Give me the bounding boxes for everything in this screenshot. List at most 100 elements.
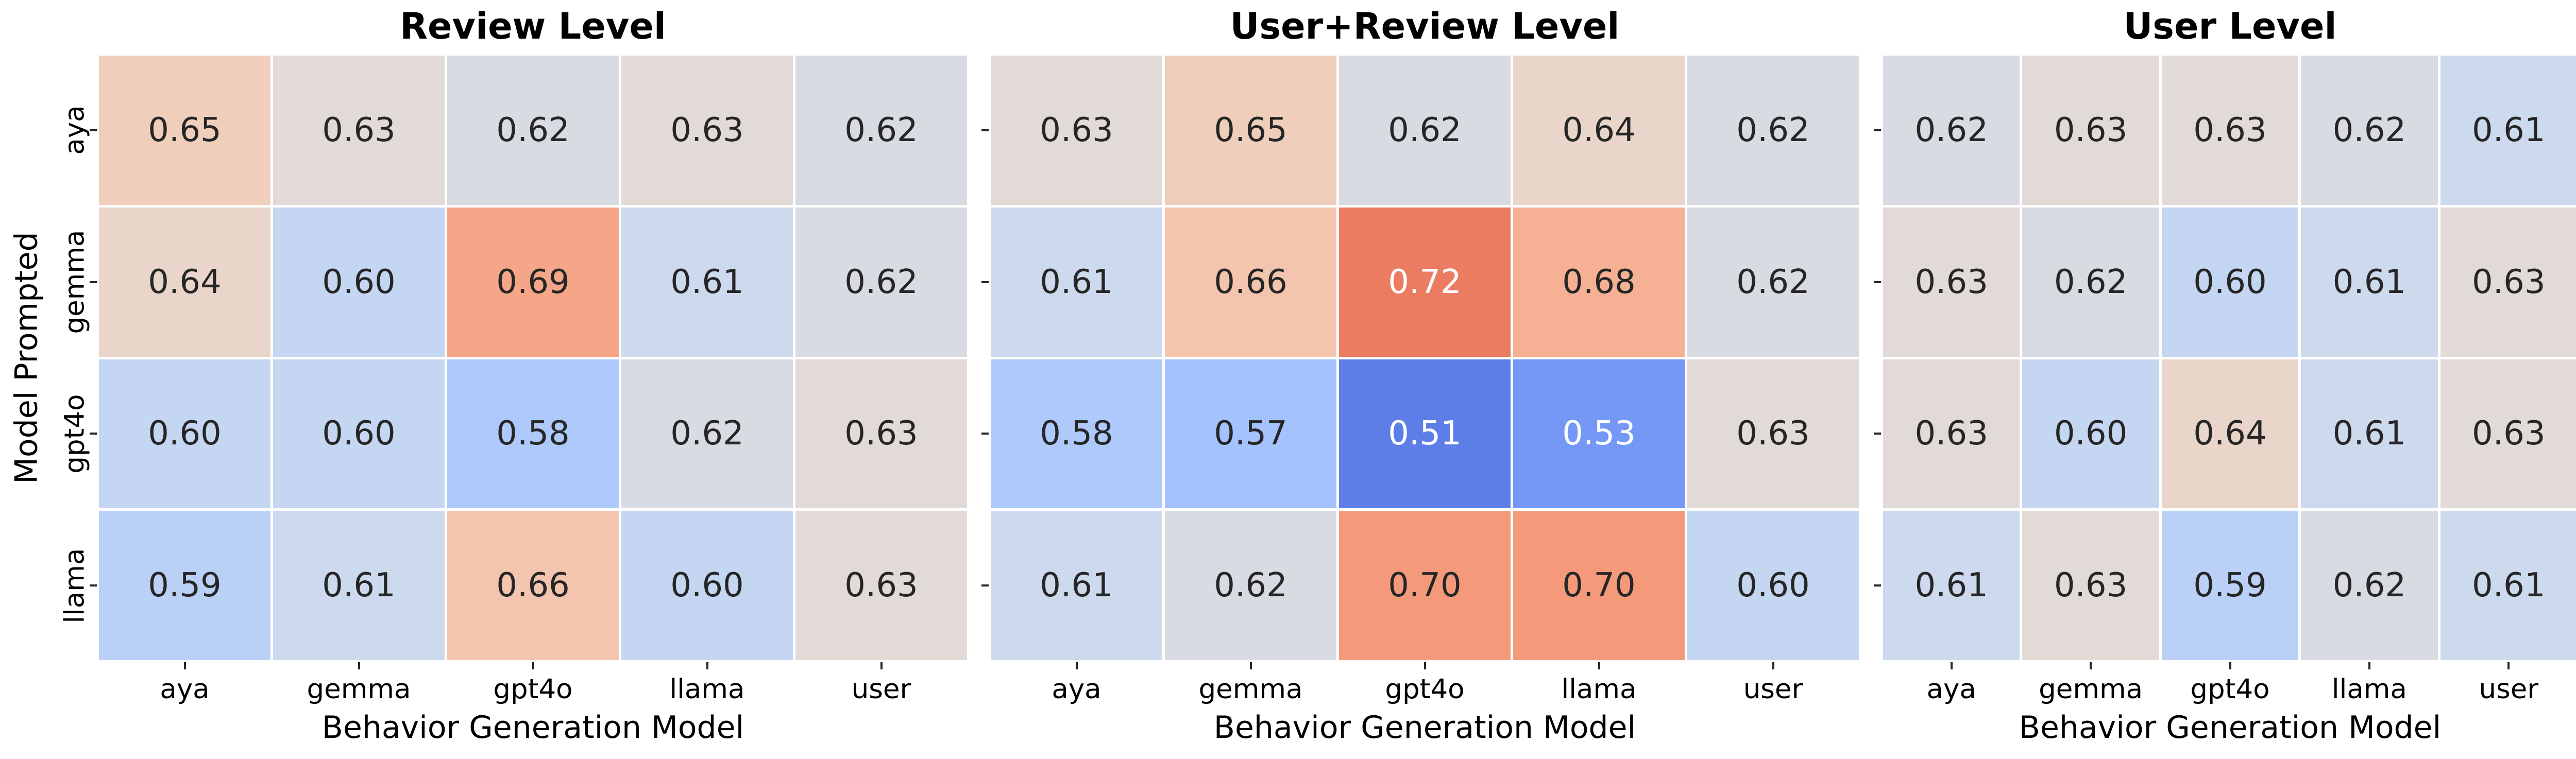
x-tick-label: gemma (1198, 674, 1303, 705)
x-tick-mark (358, 662, 360, 669)
x-tick-mark (2368, 662, 2370, 669)
heatmap-cell: 0.61 (1883, 511, 2020, 660)
heatmap-cell: 0.70 (1513, 511, 1685, 660)
y-tick-mark (90, 129, 97, 131)
heatmap-cell: 0.62 (2022, 207, 2159, 357)
heatmap-cell: 0.63 (1883, 207, 2020, 357)
heatmap-cell: 0.61 (2440, 56, 2576, 205)
y-tick-mark (90, 433, 97, 435)
heatmap-cell: 0.60 (2022, 359, 2159, 509)
heatmap-cell: 0.63 (2440, 207, 2576, 357)
x-axis-label-user-level: Behavior Generation Model (2019, 710, 2442, 746)
x-tick-mark (1249, 662, 1252, 669)
x-tick-mark (183, 662, 186, 669)
heatmap-cell: 0.63 (2022, 56, 2159, 205)
heatmap-cell: 0.59 (99, 511, 270, 660)
heatmap-cell: 0.72 (1339, 207, 1511, 357)
heatmap-cell: 0.60 (2161, 207, 2299, 357)
heatmap-cell: 0.66 (1165, 207, 1336, 357)
heatmap-cell: 0.65 (1165, 56, 1336, 205)
heatmap-cell: 0.62 (795, 207, 967, 357)
x-tick-label: llama (1561, 674, 1637, 705)
heatmap-cell: 0.62 (621, 359, 793, 509)
heatmap-cell: 0.60 (273, 359, 445, 509)
heatmap-cell: 0.62 (447, 56, 619, 205)
heatmap-cell: 0.68 (1513, 207, 1685, 357)
x-tick-mark (1950, 662, 1953, 669)
heatmap-cell: 0.63 (2022, 511, 2159, 660)
y-tick-mark (981, 433, 989, 435)
x-axis-label-user-review-level: Behavior Generation Model (1213, 710, 1636, 746)
heatmap-cell: 0.63 (1687, 359, 1859, 509)
heatmap-cell: 0.62 (2301, 511, 2438, 660)
x-tick-mark (2090, 662, 2092, 669)
y-tick-mark (1874, 281, 1881, 283)
heatmap-cell: 0.60 (99, 359, 270, 509)
chart-title-user-review-level: User+Review Level (1230, 5, 1620, 47)
x-tick-label: aya (160, 674, 210, 705)
x-tick-label: gemma (307, 674, 411, 705)
x-tick-mark (1423, 662, 1426, 669)
x-tick-mark (1598, 662, 1600, 669)
y-tick-label: gpt4o (59, 394, 91, 474)
heatmap-cell: 0.61 (2301, 207, 2438, 357)
heatmap-cell: 0.63 (1883, 359, 2020, 509)
x-tick-label: gemma (2039, 674, 2143, 705)
heatmap-cell: 0.69 (447, 207, 619, 357)
chart-title-review-level: Review Level (400, 5, 666, 47)
heatmap-cell: 0.57 (1165, 359, 1336, 509)
y-tick-mark (90, 281, 97, 283)
heatmap-cell: 0.51 (1339, 359, 1511, 509)
x-tick-mark (2507, 662, 2510, 669)
heatmap-cell: 0.60 (621, 511, 793, 660)
heatmap-cell: 0.63 (621, 56, 793, 205)
x-tick-mark (706, 662, 708, 669)
heatmap-cell: 0.64 (2161, 359, 2299, 509)
heatmap-cell: 0.63 (2161, 56, 2299, 205)
heatmap-cell: 0.65 (99, 56, 270, 205)
y-tick-label: llama (59, 548, 91, 624)
heatmap-cell: 0.58 (991, 359, 1162, 509)
x-tick-mark (1075, 662, 1078, 669)
heatmap-cell: 0.62 (795, 56, 967, 205)
heatmap-cell: 0.61 (621, 207, 793, 357)
heatmap-cell: 0.63 (795, 359, 967, 509)
x-tick-label: gpt4o (1385, 674, 1465, 705)
heatmap-cell: 0.66 (447, 511, 619, 660)
x-tick-mark (532, 662, 534, 669)
heatmap-cell: 0.61 (2301, 359, 2438, 509)
heatmap-cell: 0.61 (273, 511, 445, 660)
heatmap-cell: 0.63 (273, 56, 445, 205)
x-tick-label: aya (1926, 674, 1976, 705)
heatmap-cell: 0.58 (447, 359, 619, 509)
x-tick-label: gpt4o (2190, 674, 2270, 705)
x-tick-label: aya (1052, 674, 1101, 705)
y-tick-mark (1874, 584, 1881, 587)
heatmap-cell: 0.62 (1687, 207, 1859, 357)
x-axis-label-review-level: Behavior Generation Model (321, 710, 744, 746)
x-tick-label: gpt4o (493, 674, 573, 705)
heatmap-cell: 0.63 (991, 56, 1162, 205)
heatmap-cell: 0.70 (1339, 511, 1511, 660)
heatmap-cell: 0.63 (2440, 359, 2576, 509)
y-axis-label: Model Prompted (9, 232, 45, 484)
x-tick-label: user (851, 674, 911, 705)
heatmap-cell: 0.62 (2301, 56, 2438, 205)
y-tick-mark (981, 281, 989, 283)
heatmap-cell: 0.53 (1513, 359, 1685, 509)
heatmap-cell: 0.61 (2440, 511, 2576, 660)
x-tick-mark (880, 662, 883, 669)
heatmap-cell: 0.64 (1513, 56, 1685, 205)
heatmap-cell: 0.62 (1165, 511, 1336, 660)
y-tick-mark (981, 129, 989, 131)
heatmap-cell: 0.63 (795, 511, 967, 660)
heatmap-cell: 0.62 (1339, 56, 1511, 205)
heatmap-cell: 0.60 (1687, 511, 1859, 660)
heatmap-cell: 0.64 (99, 207, 270, 357)
y-tick-mark (90, 584, 97, 587)
y-tick-label: aya (59, 105, 91, 156)
x-tick-label: user (1743, 674, 1803, 705)
heatmap-cell: 0.61 (991, 207, 1162, 357)
x-tick-mark (1772, 662, 1774, 669)
